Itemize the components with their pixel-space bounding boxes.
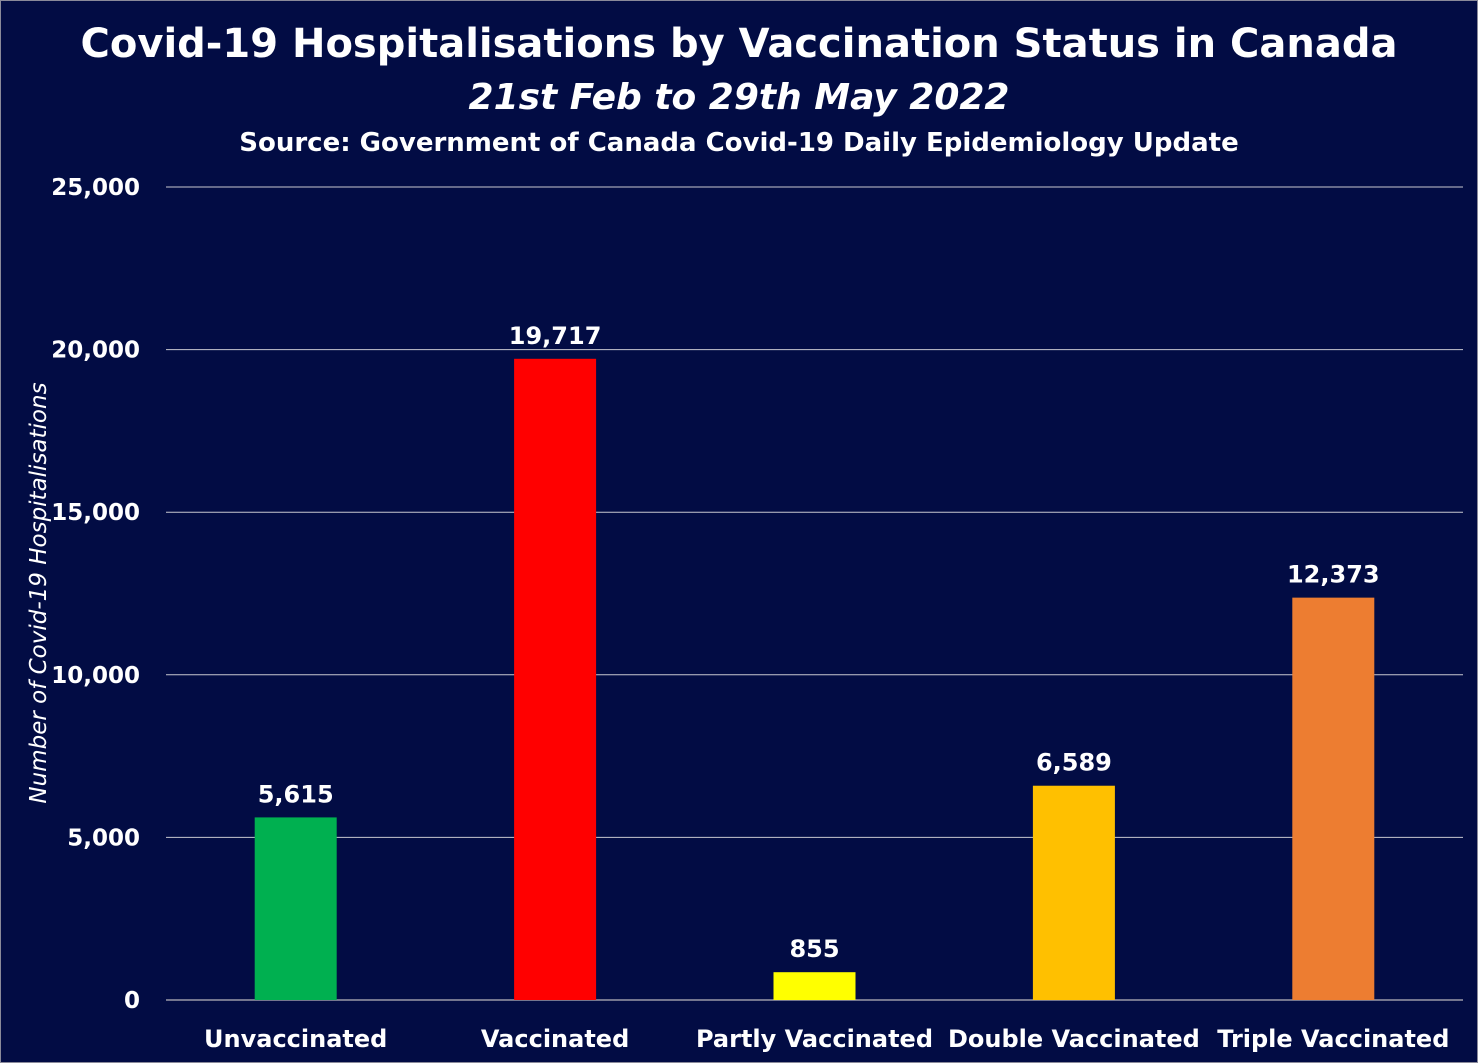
data-label: 6,589: [1036, 749, 1112, 777]
x-axis-categories: Unvaccinated Vaccinated Partly Vaccinated D…: [204, 1025, 1449, 1053]
bar: [1032, 785, 1115, 1000]
chart-source: Source: Government of Canada Covid-19 Da…: [239, 128, 1238, 158]
bars: [254, 358, 1375, 1000]
bar: [773, 972, 856, 1000]
y-tick-label: 0: [124, 988, 140, 1014]
bar: [1292, 597, 1375, 1000]
data-label: 19,717: [509, 322, 602, 350]
y-tick-label: 10,000: [51, 663, 140, 689]
bar: [254, 817, 337, 1000]
x-category-label: Unvaccinated: [204, 1025, 387, 1053]
y-axis-label: Number of Covid-19 Hospitalisations: [26, 382, 52, 803]
gridlines: [166, 186, 1463, 1001]
data-label: 5,615: [258, 780, 334, 808]
chart-subtitle: 21st Feb to 29th May 2022: [469, 77, 1010, 118]
x-category-label: Triple Vaccinated: [1217, 1025, 1449, 1053]
y-tick-label: 5,000: [67, 825, 140, 851]
x-category-label: Vaccinated: [481, 1025, 629, 1053]
bar: [514, 358, 597, 1000]
chart-title: Covid-19 Hospitalisations by Vaccination…: [81, 21, 1398, 67]
y-axis-ticks: 0 5,000 10,000 15,000 20,000 25,000: [51, 175, 140, 1014]
y-tick-label: 25,000: [51, 175, 140, 201]
data-label: 855: [789, 935, 839, 963]
data-label: 12,373: [1287, 561, 1380, 589]
y-tick-label: 20,000: [51, 338, 140, 364]
y-tick-label: 15,000: [51, 500, 140, 526]
x-category-label: Double Vaccinated: [948, 1025, 1200, 1053]
x-category-label: Partly Vaccinated: [696, 1025, 933, 1053]
data-labels: 5,615 19,717 855 6,589 12,373: [258, 322, 1380, 963]
